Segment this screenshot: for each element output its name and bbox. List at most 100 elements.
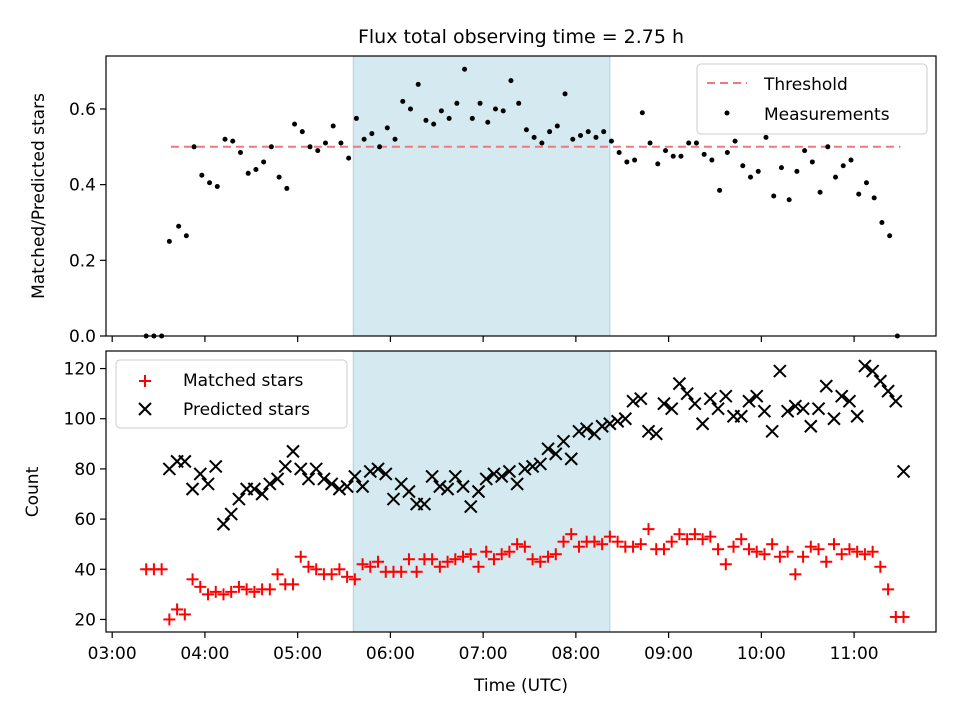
measurement-point [709, 157, 715, 163]
predicted-marker-b [433, 479, 447, 494]
predicted-marker-b [819, 379, 833, 393]
measurement-point [261, 159, 267, 165]
x-tick-label: 11:00 [830, 644, 879, 664]
measurement-point [647, 140, 653, 146]
matched-star-point [750, 545, 763, 558]
matched-star-point [897, 610, 910, 623]
top-x-ticks [111, 336, 855, 342]
measurement-point [554, 123, 560, 129]
predicted-marker-b [324, 477, 339, 491]
predicted-marker-b [695, 417, 710, 431]
legend-predicted-label: Predicted stars [183, 400, 310, 420]
predicted-marker-b [425, 469, 439, 484]
x-tick-label: 08:00 [551, 644, 600, 664]
measurement-point [732, 138, 738, 144]
x-tick-label: 05:00 [273, 644, 322, 664]
predicted-marker-b [603, 417, 617, 431]
matched-star-point [271, 568, 284, 581]
predicted-star-point [433, 479, 447, 494]
predicted-marker-b [610, 414, 625, 428]
measurement-point [276, 174, 282, 180]
matched-star-point [248, 585, 261, 598]
predicted-marker-b [232, 492, 246, 506]
top-y-tick-label: 0.4 [69, 176, 96, 196]
measurement-point [253, 167, 259, 173]
bottom-y-tick-label: 120 [64, 360, 96, 380]
predicted-star-point [525, 459, 540, 474]
predicted-star-point [464, 499, 478, 514]
matched-star-point [503, 545, 516, 558]
predicted-star-point [657, 396, 671, 411]
predicted-marker-b [201, 477, 215, 491]
legend-matched-swatch [139, 375, 151, 387]
matched-star-point [565, 528, 578, 541]
measurement-point [531, 134, 537, 140]
measurement-point [848, 157, 854, 163]
matched-star-point [874, 560, 887, 573]
measurement-point [485, 119, 491, 125]
matched-star-point [402, 553, 415, 566]
predicted-star-point [355, 479, 370, 494]
x-tick-label: 06:00 [366, 644, 415, 664]
matched-star-point [534, 555, 547, 568]
predicted-star-point [247, 482, 262, 496]
bottom-legend: Matched stars Predicted stars [115, 359, 348, 429]
predicted-marker-b [525, 459, 540, 474]
predicted-marker-b [355, 479, 370, 494]
predicted-star-point [448, 469, 463, 484]
predicted-star-point [440, 482, 455, 496]
measurement-point [284, 185, 290, 191]
predicted-marker-b [309, 462, 323, 476]
matched-star-point [557, 535, 570, 548]
matched-star-point [588, 535, 601, 548]
predicted-star-point [765, 424, 779, 438]
measurement-point [222, 136, 228, 142]
bottom-x-axis: 03:00 04:00 05:00 06:00 07:00 08:00 09:00 10:00… [88, 632, 879, 664]
matched-star-point [719, 558, 732, 571]
matched-star-point [526, 553, 539, 566]
predicted-marker-b [471, 484, 486, 499]
matched-star-point [225, 585, 238, 598]
matched-star-point [217, 588, 230, 601]
top-legend: Threshold Measurements [696, 63, 928, 135]
matched-star-point [820, 555, 833, 568]
top-y-tick-label: 0.2 [69, 251, 96, 271]
matched-star-point [727, 540, 740, 553]
predicted-star-point [502, 464, 517, 479]
predicted-marker-b [224, 507, 238, 521]
predicted-star-point [835, 389, 849, 403]
matched-star-point [209, 585, 222, 598]
measurement-point [570, 136, 576, 142]
predicted-star-point [703, 391, 718, 406]
matched-star-point [797, 550, 810, 563]
predicted-marker-b [811, 401, 826, 416]
predicted-star-point [634, 391, 648, 406]
predicted-star-point [309, 462, 323, 476]
predicted-star-point [402, 484, 416, 499]
matched-star-point [263, 583, 276, 596]
measurement-point [585, 129, 591, 135]
predicted-marker-b [263, 477, 277, 491]
predicted-star-point [278, 459, 292, 474]
predicted-marker-b [255, 487, 269, 501]
measurement-point [670, 153, 676, 159]
predicted-star-point [425, 469, 439, 484]
predicted-marker-b [796, 401, 810, 416]
measurement-point [415, 81, 421, 87]
matched-star-point [766, 538, 779, 551]
matched-star-point [804, 540, 817, 553]
matched-star-point [325, 568, 338, 581]
top-legend-box [696, 63, 928, 135]
matched-star-point [155, 563, 168, 576]
predicted-marker-b [502, 464, 517, 479]
measurement-point [686, 140, 692, 146]
predicted-marker-b [889, 394, 903, 408]
measurement-point [384, 125, 390, 131]
predicted-marker-b [317, 472, 331, 486]
predicted-marker-b [757, 404, 772, 418]
matched-star-point [426, 553, 439, 566]
matched-star-point [642, 523, 655, 536]
predicted-marker-b [742, 394, 756, 408]
predicted-star-point [178, 454, 192, 469]
predicted-star-point [294, 462, 308, 476]
